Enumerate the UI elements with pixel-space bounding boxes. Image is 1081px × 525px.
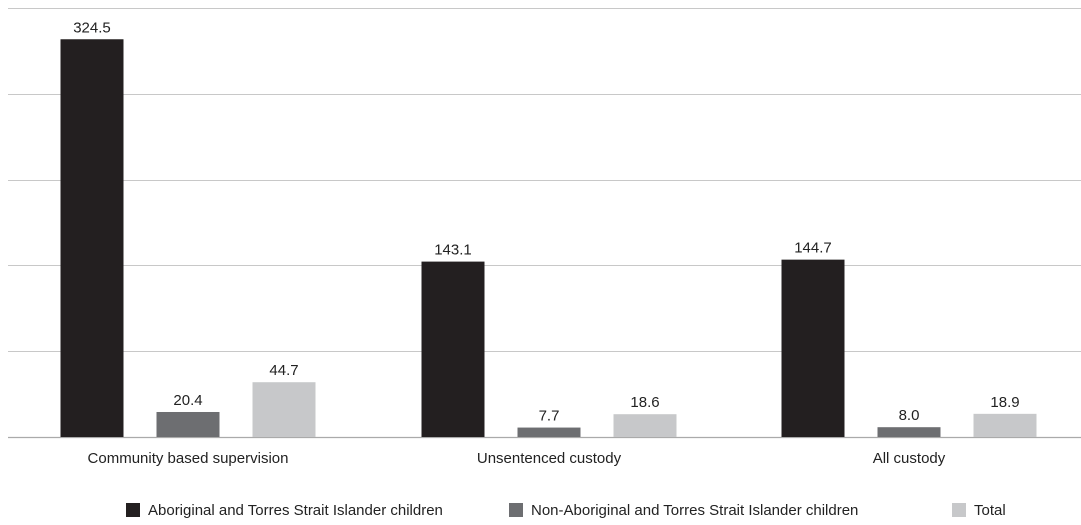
category-label-1: Community based supervision: [88, 450, 289, 467]
value-label-2-1: 20.4: [173, 392, 202, 409]
legend: Aboriginal and Torres Strait Islander ch…: [126, 502, 1006, 519]
bar-2-2: [517, 427, 581, 437]
value-label-1-1: 324.5: [73, 19, 111, 36]
bar-3-1: [252, 382, 316, 437]
category-label-2: Unsentenced custody: [477, 450, 622, 467]
legend-label-2: Non-Aboriginal and Torres Strait Islande…: [531, 502, 858, 519]
bars: [60, 39, 1037, 438]
bar-2-3: [877, 427, 941, 437]
value-label-3-1: 44.7: [269, 362, 298, 379]
value-label-2-2: 7.7: [539, 408, 560, 425]
bar-3-3: [973, 413, 1037, 437]
legend-swatch-2: [509, 503, 523, 517]
category-labels: Community based supervision Unsentenced c…: [88, 450, 946, 467]
category-label-3: All custody: [873, 450, 946, 467]
gridlines: [8, 8, 1081, 439]
legend-label-1: Aboriginal and Torres Strait Islander ch…: [148, 502, 443, 519]
legend-swatch-1: [126, 503, 140, 517]
bar-1-1: [60, 39, 124, 438]
bar-1-3: [781, 259, 845, 437]
bar-2-1: [156, 411, 220, 437]
value-label-3-3: 18.9: [990, 394, 1019, 411]
legend-swatch-3: [952, 503, 966, 517]
value-label-1-3: 144.7: [794, 240, 832, 257]
bar-3-2: [613, 414, 677, 437]
value-label-2-3: 8.0: [899, 407, 920, 424]
value-label-1-2: 143.1: [434, 242, 472, 259]
value-labels: 324.5 20.4 44.7 143.1 7.7 18.6 144.7 8.0 18.9: [73, 19, 1019, 424]
value-label-3-2: 18.6: [630, 394, 659, 411]
bar-1-2: [421, 261, 485, 437]
legend-label-3: Total: [974, 502, 1006, 519]
